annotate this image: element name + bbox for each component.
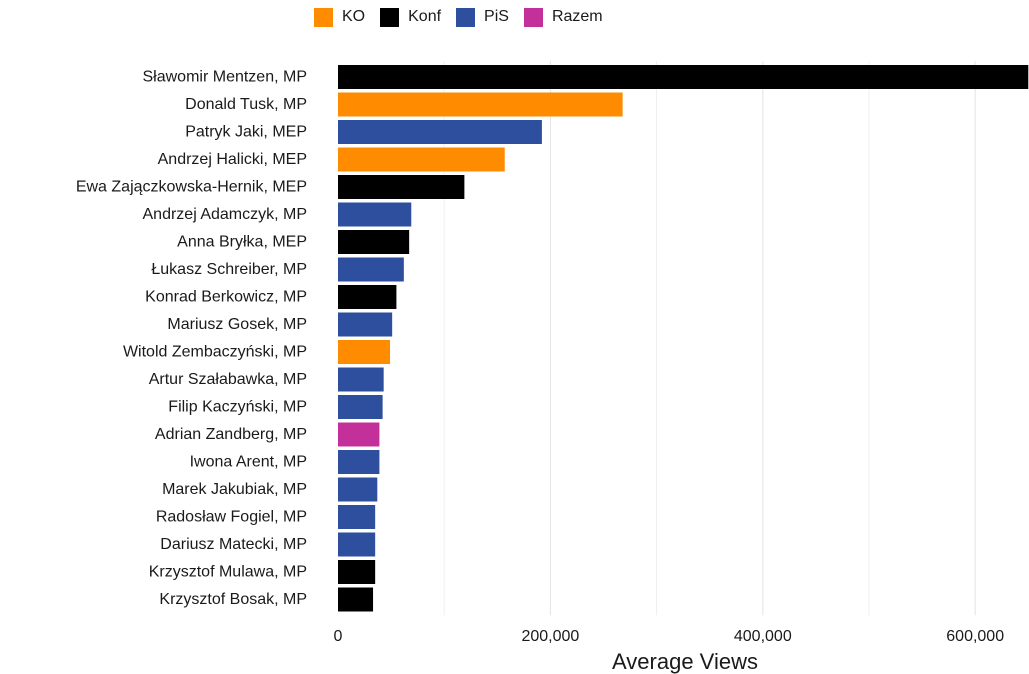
legend-label-konf: Konf: [408, 8, 442, 25]
y-tick-label: Krzysztof Bosak, MP: [159, 591, 307, 608]
bar: [338, 450, 380, 474]
bar: [338, 92, 623, 117]
bar: [338, 367, 384, 392]
bar: [338, 532, 376, 557]
x-axis-title: Average Views: [612, 649, 758, 674]
bar: [338, 395, 383, 419]
y-tick-label: Iwona Arent, MP: [190, 454, 307, 471]
y-tick-label: Adrian Zandberg, MP: [155, 426, 307, 443]
y-tick-label: Donald Tusk, MP: [185, 96, 307, 113]
y-tick-label: Ewa Zajączkowska-Hernik, MEP: [76, 179, 307, 196]
y-tick-label: Krzysztof Mulawa, MP: [149, 564, 307, 581]
legend-swatch-ko: [314, 7, 333, 27]
bar: [338, 477, 378, 502]
x-axis-labels: 0 200,000 400,000 600,000: [334, 628, 1005, 645]
y-tick-label: Witold Zembaczyński, MP: [123, 344, 307, 361]
x-tick-label: 400,000: [734, 628, 792, 645]
bar: [338, 202, 412, 227]
legend-swatch-konf: [380, 7, 400, 27]
y-tick-label: Andrzej Adamczyk, MP: [143, 206, 308, 223]
legend-swatch-razem: [523, 7, 543, 27]
y-tick-label: Patryk Jaki, MEP: [185, 124, 307, 141]
bar: [338, 65, 1029, 89]
y-tick-label: Konrad Berkowicz, MP: [145, 289, 307, 306]
bar: [338, 560, 376, 584]
bar: [338, 340, 391, 364]
y-tick-label: Dariusz Matecki, MP: [160, 536, 307, 553]
x-tick-label: 200,000: [521, 628, 579, 645]
bar: [338, 422, 380, 447]
bar: [338, 505, 376, 529]
x-tick-label: 600,000: [946, 628, 1004, 645]
legend: KO Konf PiS Razem: [314, 6, 618, 28]
legend-item-ko: KO: [314, 7, 366, 27]
legend-item-konf: Konf: [380, 7, 442, 27]
y-axis-labels: Sławomir Mentzen, MP Donald Tusk, MP Patry…: [76, 69, 307, 609]
y-tick-label: Radosław Fogiel, MP: [156, 509, 307, 526]
y-tick-label: Anna Bryłka, MEP: [177, 234, 307, 251]
legend-item-pis: PiS: [456, 7, 509, 27]
y-tick-label: Artur Szałabawka, MP: [149, 371, 307, 388]
bar: [338, 230, 410, 254]
bar: [338, 312, 393, 337]
y-tick-label: Filip Kaczyński, MP: [168, 399, 307, 416]
legend-label-pis: PiS: [484, 8, 509, 25]
legend-item-razem: Razem: [523, 7, 603, 27]
bar: [338, 147, 505, 172]
bar: [338, 257, 404, 282]
y-tick-label: Andrzej Halicki, MEP: [158, 151, 307, 168]
y-tick-label: Marek Jakubiak, MP: [162, 481, 307, 498]
gridlines: [443, 61, 976, 616]
y-tick-label: Mariusz Gosek, MP: [167, 316, 307, 333]
y-tick-label: Sławomir Mentzen, MP: [143, 69, 308, 86]
legend-swatch-pis: [456, 7, 476, 27]
bar: [338, 285, 397, 309]
legend-label-ko: KO: [342, 8, 366, 25]
bar: [338, 587, 374, 612]
bar: [338, 175, 465, 199]
legend-label-razem: Razem: [551, 8, 603, 25]
bar: [338, 120, 542, 144]
y-tick-label: Łukasz Schreiber, MP: [151, 261, 307, 278]
x-tick-label: 0: [334, 628, 343, 645]
bars: [338, 65, 1029, 612]
